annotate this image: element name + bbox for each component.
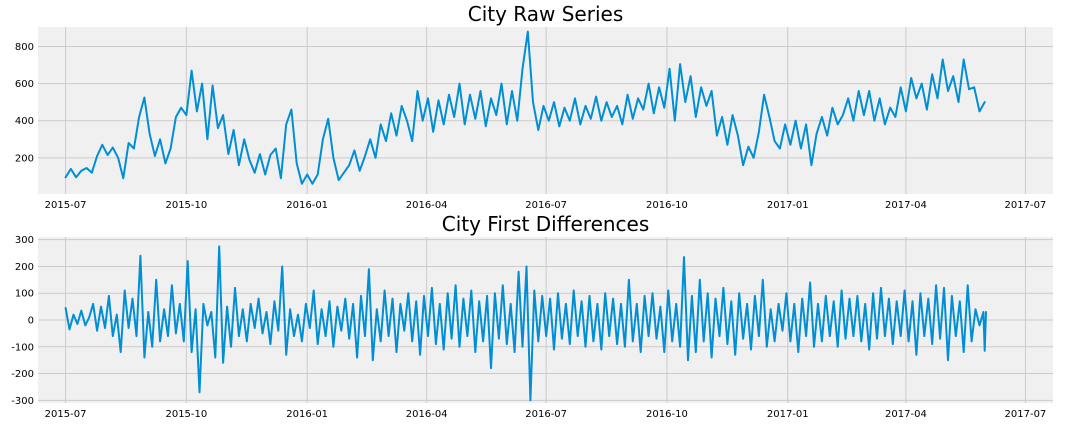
x-tick-label: 2017-04	[885, 409, 927, 420]
series-line	[64, 245, 987, 402]
x-tick-label: 2016-07	[525, 409, 567, 420]
x-tick-label: 2017-07	[1005, 200, 1047, 211]
x-tick-label: 2015-10	[165, 200, 207, 211]
y-tick-label: 0	[28, 316, 34, 327]
x-tick-label: 2015-07	[45, 200, 87, 211]
y-tick-label: -300	[11, 396, 34, 407]
y-tick-label: -200	[11, 369, 34, 380]
x-tick-label: 2017-01	[767, 409, 809, 420]
x-tick-label: 2015-10	[165, 409, 207, 420]
y-tick-label: 400	[15, 116, 34, 127]
first-differences-panel: City First Differences -300 -200 -100 0 100 20…	[11, 212, 1053, 420]
chart-title: City First Differences	[442, 212, 650, 236]
x-tick-label: 2016-10	[646, 409, 688, 420]
x-tick-label: 2017-04	[885, 200, 927, 211]
x-tick-label: 2016-01	[286, 200, 328, 211]
x-tick-label: 2016-10	[646, 200, 688, 211]
y-tick-label: 200	[15, 262, 34, 273]
y-tick-label: 200	[15, 153, 34, 164]
y-tick-label: 100	[15, 289, 34, 300]
x-tick-label: 2016-04	[406, 409, 448, 420]
y-tick-label: 800	[15, 42, 34, 53]
x-tick-label: 2016-04	[406, 200, 448, 211]
raw-series-panel: City Raw Series 200 400 600 800 2015-07 2015-1…	[15, 2, 1053, 211]
y-tick-label: 600	[15, 79, 34, 90]
x-tick-label: 2015-07	[45, 409, 87, 420]
x-tick-label: 2016-07	[525, 200, 567, 211]
chart-title: City Raw Series	[468, 2, 624, 26]
y-tick-label: 300	[15, 235, 34, 246]
x-tick-label: 2016-01	[286, 409, 328, 420]
x-tick-label: 2017-01	[767, 200, 809, 211]
x-tick-label: 2017-07	[1005, 409, 1047, 420]
y-tick-label: -100	[11, 342, 34, 353]
series-line	[64, 30, 986, 185]
